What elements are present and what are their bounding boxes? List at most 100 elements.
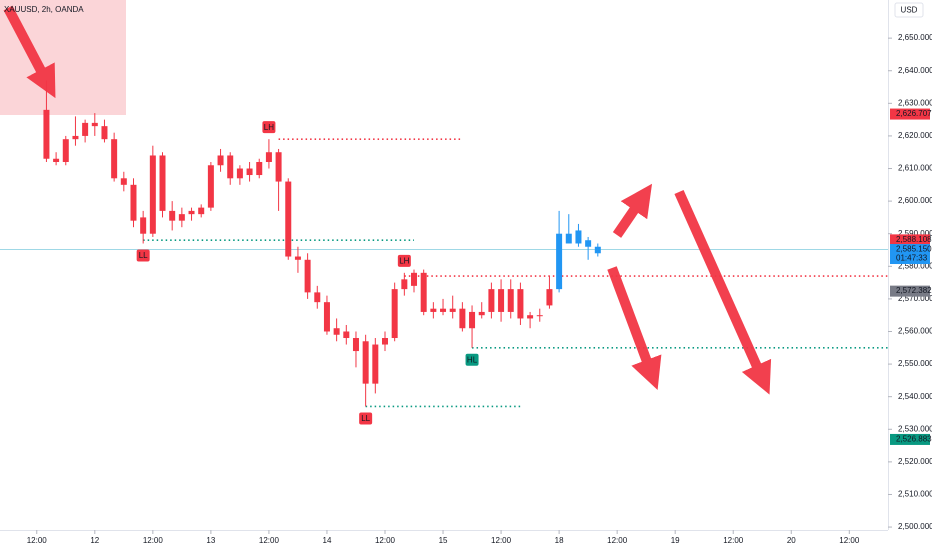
x-tick-label: 12:00 xyxy=(143,536,164,545)
candle-body xyxy=(178,214,185,221)
y-tick-label: 2,570.000 xyxy=(898,294,932,303)
candle-body xyxy=(120,178,127,185)
y-tick-label: 2,640.000 xyxy=(898,66,932,75)
candle-body xyxy=(352,338,359,352)
candle-body xyxy=(546,289,553,306)
candle-body xyxy=(585,240,592,247)
candle-body xyxy=(575,230,582,244)
candle-body xyxy=(478,311,485,316)
candle-body xyxy=(430,308,437,312)
x-tick-label: 12:00 xyxy=(723,536,744,545)
y-tick-label: 2,620.000 xyxy=(898,131,932,140)
candle-body xyxy=(449,308,456,312)
candle-body xyxy=(72,135,79,140)
candle-body xyxy=(323,302,330,332)
price-tag-label: 2,585.150 xyxy=(896,245,932,254)
candle-body xyxy=(198,207,205,215)
price-tag xyxy=(890,244,930,265)
candle-body xyxy=(401,279,408,290)
y-tick-label: 2,540.000 xyxy=(898,392,932,401)
annotation-label: LL xyxy=(139,251,148,260)
x-tick-label: 12:00 xyxy=(839,536,860,545)
candle-body xyxy=(556,233,563,290)
x-tick-label: 15 xyxy=(439,536,448,545)
y-tick-label: 2,600.000 xyxy=(898,196,932,205)
x-tick-label: 18 xyxy=(555,536,564,545)
candle-body xyxy=(53,158,60,162)
price-tag-timer: 01:47:33 xyxy=(896,254,928,263)
annotation-label: LL xyxy=(361,414,370,423)
annotation-label: LH xyxy=(264,123,274,132)
candle-body xyxy=(265,152,272,162)
x-tick-label: 20 xyxy=(787,536,796,545)
y-tick-label: 2,530.000 xyxy=(898,424,932,433)
candle-body xyxy=(256,161,263,176)
candle-body xyxy=(440,308,447,312)
y-tick-label: 2,630.000 xyxy=(898,98,932,107)
x-tick-label: 12 xyxy=(90,536,99,545)
candle-body xyxy=(362,341,369,384)
candle-body xyxy=(43,109,50,159)
price-tag xyxy=(890,433,930,445)
candle-body xyxy=(469,311,476,329)
price-tag-label: 2,626.707 xyxy=(896,109,932,118)
plot: LH LL LH LL HL xyxy=(0,80,888,425)
highlight-zone xyxy=(0,0,126,115)
x-tick-label: 13 xyxy=(206,536,215,545)
x-tick-label: 12:00 xyxy=(259,536,280,545)
candle-body xyxy=(294,256,301,260)
candle-body xyxy=(565,233,572,244)
candle-body xyxy=(207,165,214,208)
candle-body xyxy=(217,155,224,166)
candle-body xyxy=(188,210,195,215)
candle-body xyxy=(227,155,234,179)
candle-body xyxy=(372,344,379,384)
y-tick-label: 2,500.000 xyxy=(898,522,932,531)
candle-body xyxy=(101,126,108,140)
candle-body xyxy=(236,168,243,179)
y-tick-label: 2,560.000 xyxy=(898,327,932,336)
price-tag-label: 2,588.108 xyxy=(896,235,932,244)
candle-body xyxy=(149,155,156,234)
x-tick-label: 12:00 xyxy=(27,536,48,545)
candle-body xyxy=(140,217,147,234)
candle-body xyxy=(343,331,350,339)
candle-body xyxy=(420,272,427,312)
candle-body xyxy=(594,246,601,254)
candle-body xyxy=(130,184,137,221)
candle-body xyxy=(314,292,321,303)
candle-body xyxy=(381,338,388,345)
annotation-label: LH xyxy=(399,256,409,265)
arrow xyxy=(612,183,653,238)
currency-box[interactable] xyxy=(894,2,924,18)
annotation-box xyxy=(136,249,150,262)
candle-body xyxy=(91,122,98,127)
candle-body xyxy=(62,139,69,162)
price-tag xyxy=(890,108,930,120)
x-tick-label: 14 xyxy=(323,536,332,545)
arrow xyxy=(674,189,772,395)
currency: USD xyxy=(901,6,918,15)
candle-body xyxy=(111,139,118,179)
candle-body xyxy=(304,259,311,293)
candle-body xyxy=(391,289,398,339)
x-tick-label: 12:00 xyxy=(607,536,628,545)
x-tick-label: 12:00 xyxy=(375,536,396,545)
candle-body xyxy=(498,289,505,312)
annotation-label: HL xyxy=(467,355,478,364)
annotation-box xyxy=(465,353,479,366)
annotation-box xyxy=(359,412,373,425)
candle-body xyxy=(159,155,166,211)
candle-body xyxy=(507,289,514,312)
x-tick-label: 19 xyxy=(671,536,680,545)
y-tick-label: 2,520.000 xyxy=(898,457,932,466)
candle-body xyxy=(411,272,418,286)
arrow xyxy=(607,266,662,390)
price-tag xyxy=(890,285,930,297)
price-tag xyxy=(890,234,930,246)
y-tick-label: 2,650.000 xyxy=(898,33,932,42)
price-tag-label: 2,572.382 xyxy=(896,286,932,295)
candle-body xyxy=(536,315,543,317)
candle-body xyxy=(488,289,495,312)
